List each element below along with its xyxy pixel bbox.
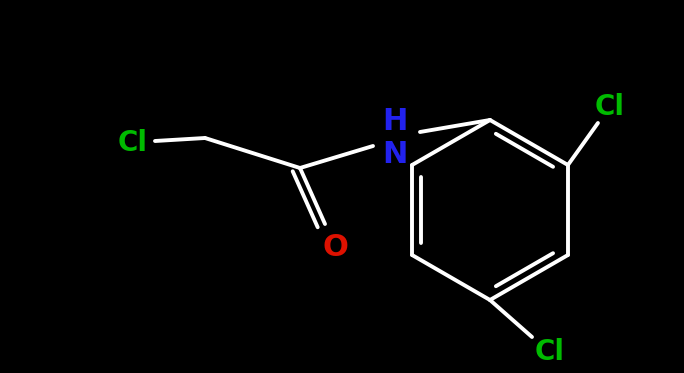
Text: O: O [322, 233, 348, 263]
Text: Cl: Cl [535, 338, 565, 366]
Text: Cl: Cl [595, 93, 625, 121]
Text: H
N: H N [382, 107, 408, 169]
Text: Cl: Cl [118, 129, 148, 157]
